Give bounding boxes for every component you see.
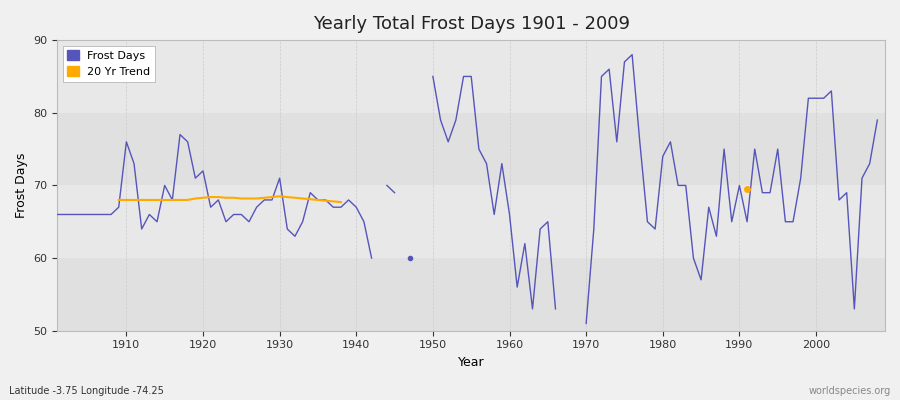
Bar	[58, 258, 885, 331]
Bar	[58, 186, 885, 258]
Text: worldspecies.org: worldspecies.org	[809, 386, 891, 396]
Bar	[58, 40, 885, 113]
Y-axis label: Frost Days: Frost Days	[15, 153, 28, 218]
Legend: Frost Days, 20 Yr Trend: Frost Days, 20 Yr Trend	[63, 46, 155, 82]
Title: Yearly Total Frost Days 1901 - 2009: Yearly Total Frost Days 1901 - 2009	[312, 15, 630, 33]
Bar	[58, 113, 885, 186]
X-axis label: Year: Year	[458, 356, 484, 369]
Text: Latitude -3.75 Longitude -74.25: Latitude -3.75 Longitude -74.25	[9, 386, 164, 396]
